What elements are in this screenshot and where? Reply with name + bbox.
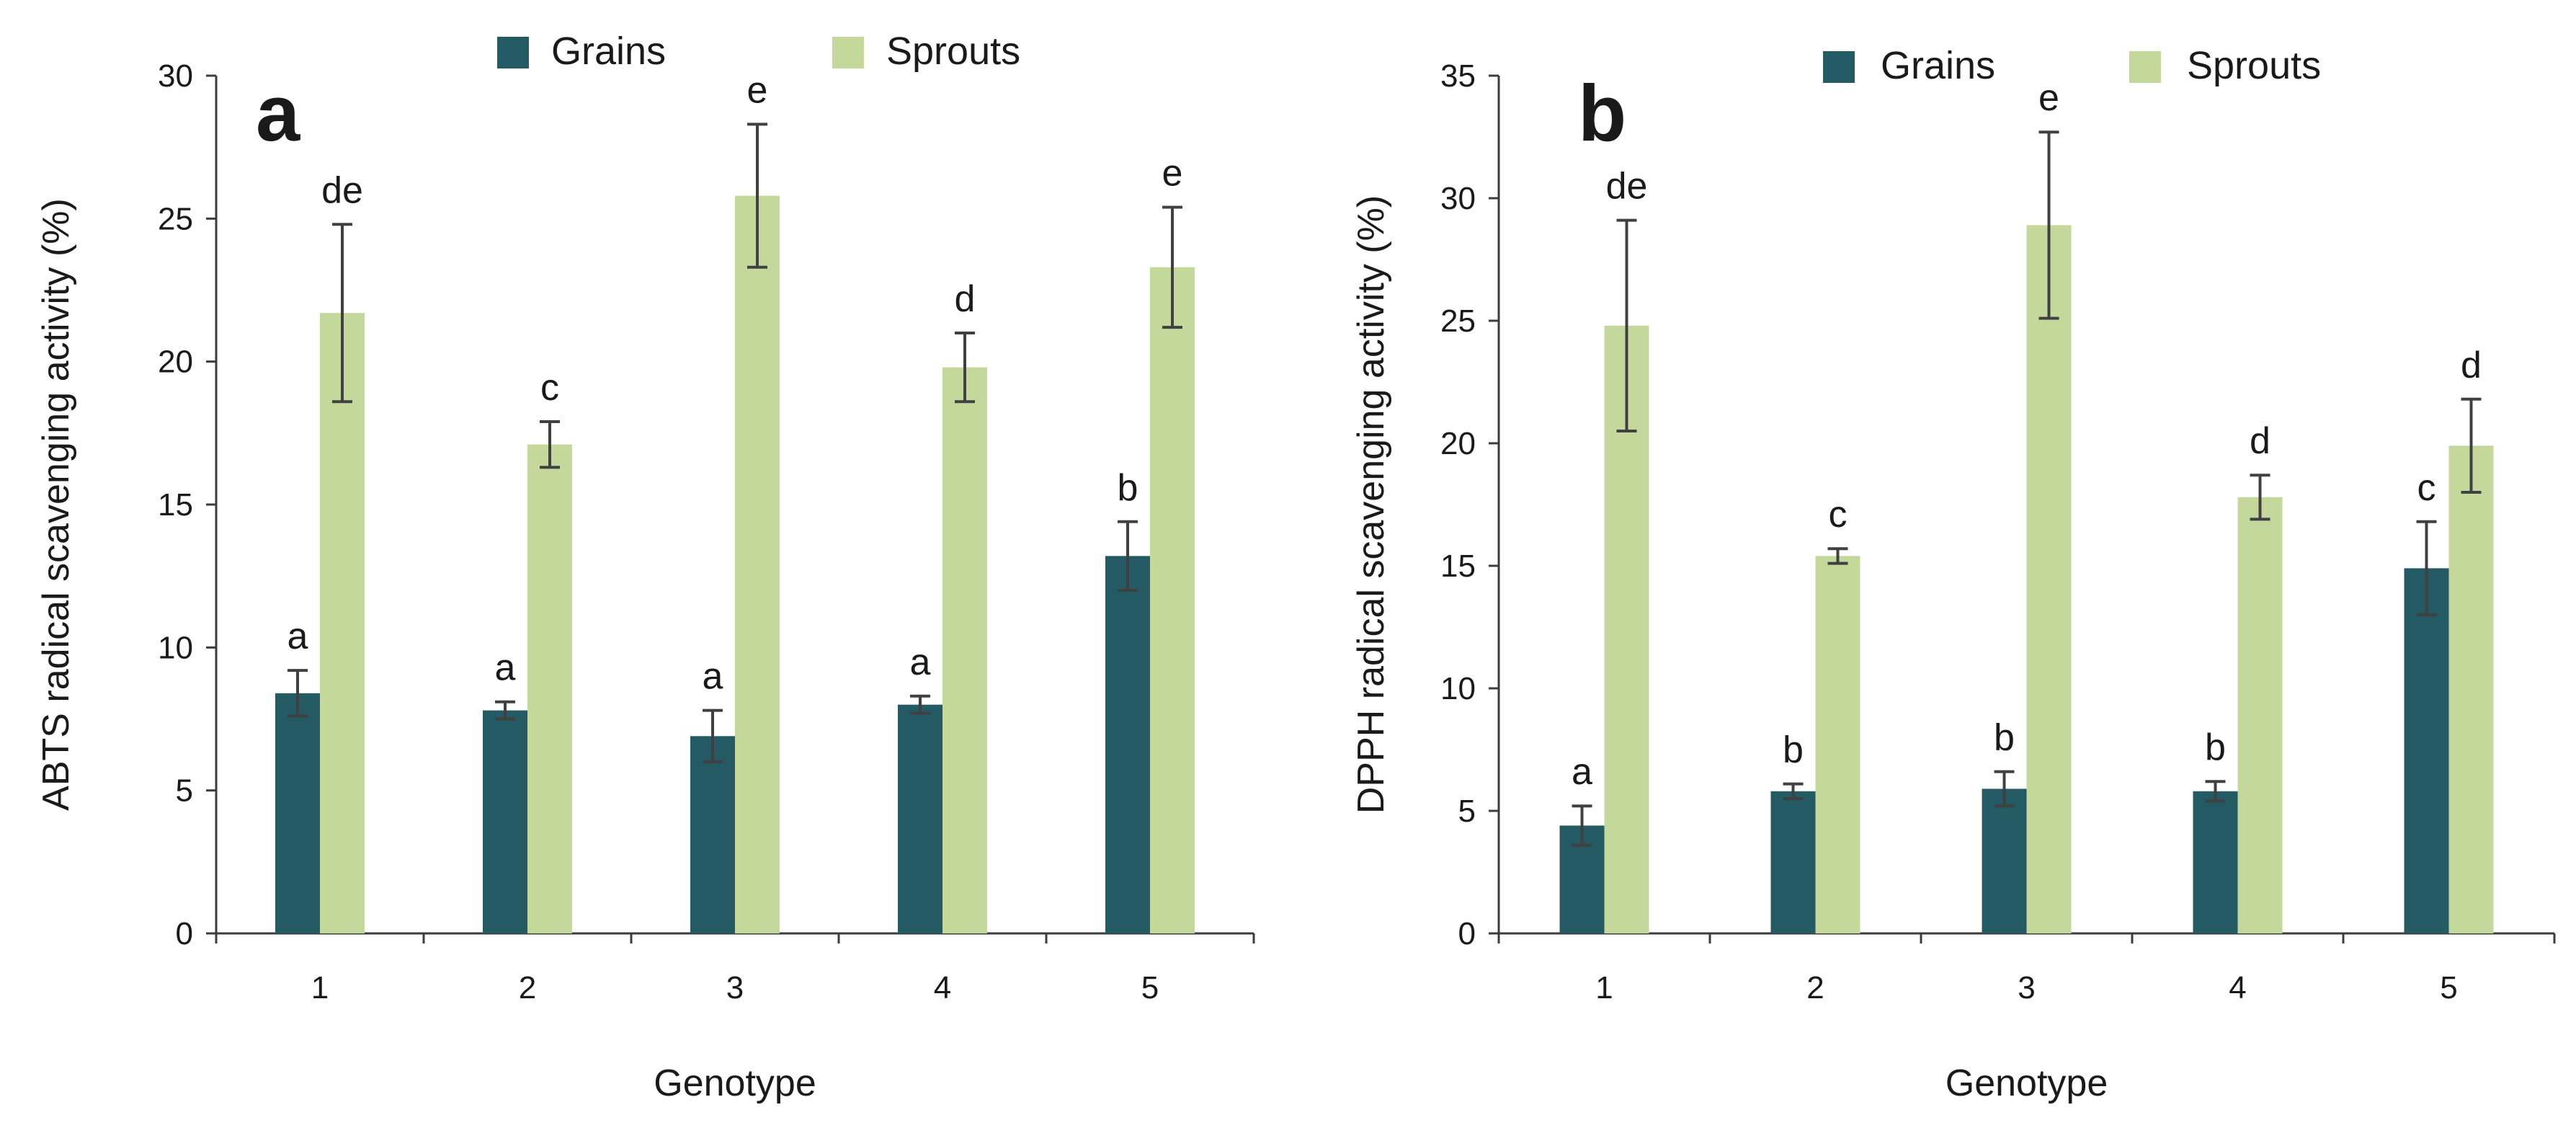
bar-grains: [1982, 789, 2027, 933]
significance-label: b: [1118, 467, 1138, 509]
panel-letter: a: [256, 69, 300, 158]
panel-letter: b: [1578, 69, 1626, 158]
y-tick-label: 30: [1440, 181, 1476, 216]
significance-label: a: [288, 616, 308, 657]
x-tick-label: 3: [2018, 970, 2035, 1005]
x-tick-label: 4: [2229, 970, 2246, 1005]
significance-label: b: [2205, 727, 2226, 768]
y-tick-label: 15: [1440, 549, 1476, 584]
x-tick-label: 2: [1806, 970, 1824, 1005]
bar-sprouts: [320, 313, 365, 933]
significance-label: a: [1572, 751, 1592, 793]
significance-label: d: [2250, 420, 2270, 462]
bar-sprouts: [1150, 267, 1195, 933]
y-tick-label: 0: [176, 916, 193, 951]
y-tick-label: 35: [1440, 58, 1476, 94]
legend-swatch-grains: [1823, 51, 1855, 83]
x-tick-label: 1: [311, 970, 329, 1005]
y-tick-label: 10: [1440, 671, 1476, 706]
significance-label: a: [910, 641, 931, 683]
legend-label-sprouts: Sprouts: [886, 30, 1020, 73]
bar-grains: [690, 736, 735, 933]
x-tick-label: 4: [934, 970, 951, 1005]
x-axis-title: Genotype: [1946, 1062, 2108, 1104]
significance-label: c: [1829, 494, 1848, 536]
y-tick-label: 15: [158, 487, 193, 523]
significance-label: e: [747, 69, 768, 111]
y-tick-label: 0: [1458, 916, 1476, 951]
y-tick-label: 20: [1440, 426, 1476, 461]
x-axis-title: Genotype: [654, 1062, 816, 1104]
bar-sprouts: [735, 195, 780, 934]
legend-swatch-grains: [497, 37, 529, 68]
y-tick-label: 25: [158, 201, 193, 236]
significance-label: b: [1783, 729, 1804, 771]
y-tick-label: 10: [158, 630, 193, 665]
y-tick-label: 25: [1440, 303, 1476, 339]
bar-grains: [2404, 568, 2449, 933]
x-tick-label: 1: [1595, 970, 1613, 1005]
significance-label: de: [321, 169, 363, 211]
y-tick-label: 5: [176, 773, 193, 809]
legend-label-grains: Grains: [1881, 44, 1995, 87]
bar-grains: [1770, 791, 1816, 933]
significance-label: e: [1162, 152, 1183, 194]
y-axis-title: ABTS radical scavenging activity (%): [35, 198, 77, 811]
y-tick-label: 30: [158, 58, 193, 94]
significance-label: a: [495, 647, 516, 689]
bar-grains: [275, 693, 320, 933]
bar-sprouts: [942, 367, 987, 934]
bar-sprouts: [2448, 445, 2494, 933]
x-tick-label: 5: [2440, 970, 2457, 1005]
bar-sprouts: [1815, 556, 1860, 933]
significance-label: c: [2417, 467, 2436, 509]
significance-label: de: [1606, 166, 1648, 208]
bar-grains: [1105, 556, 1150, 933]
panel-b: 0 5 10 15 20 25 30 35 1 2 3 4 5 a b b b c de c e d d Grains Spro…: [1350, 44, 2556, 1104]
bar-grains: [483, 710, 527, 933]
x-tick-label: 5: [1141, 970, 1159, 1005]
y-tick-label: 5: [1458, 794, 1476, 829]
x-tick-label: 2: [519, 970, 536, 1005]
legend-swatch-sprouts: [2129, 51, 2161, 83]
bar-sprouts: [2237, 497, 2283, 933]
bar-sprouts: [527, 444, 572, 933]
significance-label: d: [955, 278, 976, 320]
legend-label-grains: Grains: [551, 30, 666, 73]
bar-grains: [898, 704, 942, 933]
significance-label: e: [2038, 77, 2059, 119]
legend-swatch-sprouts: [832, 37, 864, 68]
significance-label: b: [1994, 717, 2015, 759]
y-axis-title: DPPH radical scavenging activity (%): [1350, 195, 1392, 814]
significance-label: d: [2461, 345, 2482, 386]
bar-grains: [2193, 791, 2238, 933]
bar-sprouts: [2026, 225, 2072, 933]
y-tick-label: 20: [158, 345, 193, 380]
significance-label: c: [540, 367, 559, 409]
significance-label: a: [703, 656, 723, 698]
x-tick-label: 3: [726, 970, 744, 1005]
legend-label-sprouts: Sprouts: [2187, 44, 2321, 87]
